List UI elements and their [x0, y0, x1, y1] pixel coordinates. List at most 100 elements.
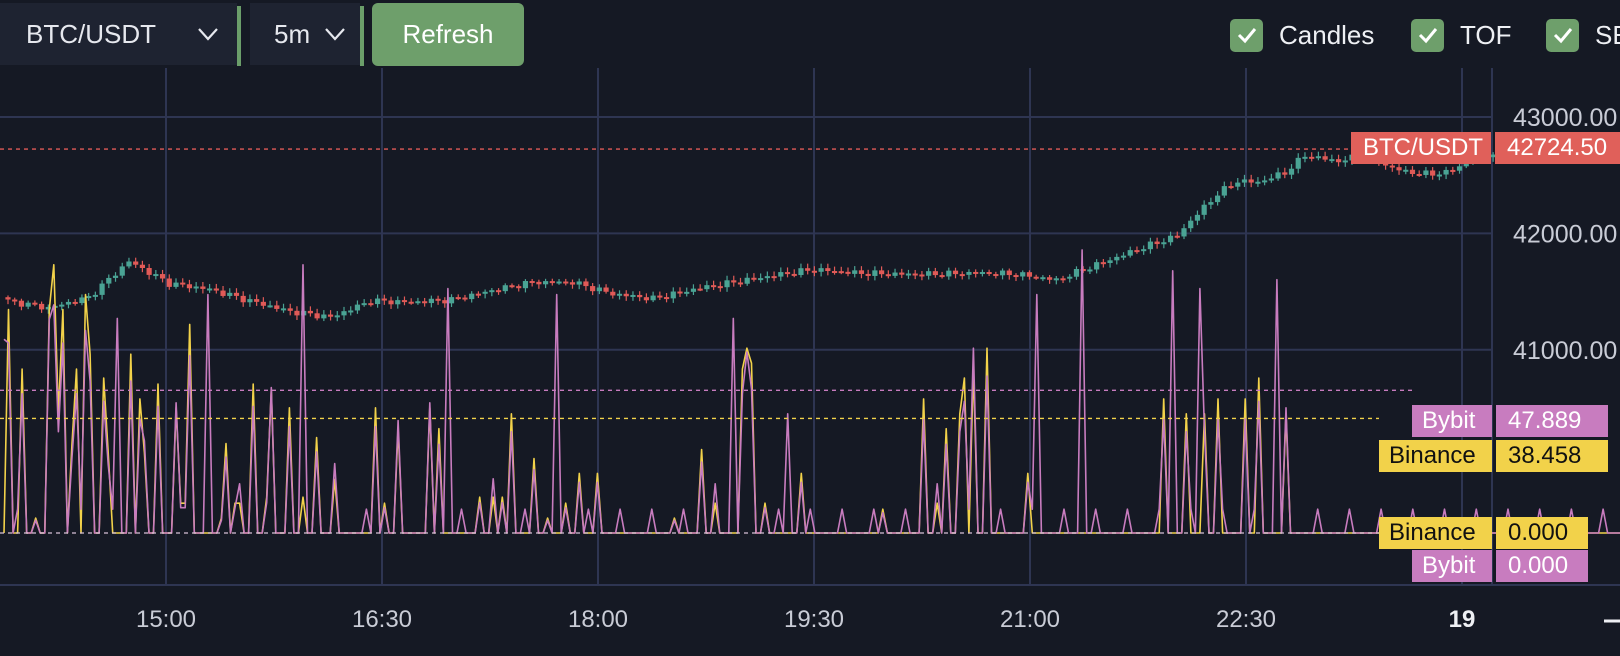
candle: [865, 269, 871, 281]
binance-bottom-tag-name: Binance: [1379, 517, 1492, 549]
candle-body: [321, 314, 327, 319]
candle: [314, 308, 320, 321]
candle-body: [932, 271, 938, 276]
candle-body: [1430, 170, 1436, 176]
candle-body: [1342, 160, 1348, 163]
candle: [45, 304, 51, 314]
candle: [1141, 245, 1147, 255]
check-icon: [1418, 28, 1437, 44]
x-tick-label: 21:00: [1000, 606, 1060, 633]
checkbox-tof[interactable]: [1411, 18, 1444, 52]
candle-body: [616, 293, 623, 296]
candle-body: [845, 271, 851, 274]
candle-body: [885, 274, 891, 277]
candle-body: [744, 277, 750, 284]
candle-body: [690, 288, 697, 292]
candle-body: [764, 276, 770, 279]
candle: [697, 284, 703, 292]
candle-body: [1396, 167, 1402, 171]
y-tick-label: 41000.00: [1513, 337, 1617, 365]
candle: [401, 296, 408, 306]
candle-body: [1443, 169, 1449, 175]
candle-body: [838, 271, 844, 274]
binance-top-tag: Binance 38.458: [1379, 440, 1608, 472]
candle-body: [1241, 179, 1248, 183]
candle: [1201, 200, 1207, 220]
candle: [1416, 170, 1422, 177]
candle-body: [1067, 276, 1073, 279]
candle: [207, 283, 213, 293]
candle-body: [1268, 178, 1274, 181]
candle: [12, 297, 18, 306]
candle-body: [72, 301, 78, 304]
candle-body: [348, 310, 354, 313]
candle-body: [1047, 277, 1053, 280]
candle: [637, 291, 643, 302]
candle-body: [1322, 156, 1328, 160]
bybit-top-tag-name: Bybit: [1412, 405, 1492, 437]
checkbox-candles[interactable]: [1230, 18, 1263, 52]
bybit-bottom-tag-name: Bybit: [1412, 550, 1492, 582]
candle-body: [536, 281, 542, 285]
x-tick-label: 18:00: [568, 606, 628, 633]
candle: [388, 296, 394, 309]
candle-body: [112, 275, 119, 278]
candle-body: [1262, 180, 1268, 183]
candle-body: [435, 298, 441, 301]
toggle-tof[interactable]: TOF: [1411, 18, 1512, 52]
candle-body: [133, 261, 139, 265]
candle-body: [1436, 174, 1442, 177]
candle: [1040, 275, 1046, 282]
candle: [690, 284, 697, 296]
candle: [1188, 216, 1194, 232]
candle-body: [1295, 157, 1301, 169]
x-tick-label: 22:30: [1216, 606, 1276, 633]
candle-body: [1463, 161, 1469, 167]
candle-body: [428, 298, 434, 304]
interval-select[interactable]: 5m: [250, 3, 360, 65]
candle: [267, 300, 273, 308]
toggle-se[interactable]: SE: [1546, 18, 1620, 52]
y-tick-label: 42000.00: [1513, 220, 1617, 248]
candle: [1033, 274, 1039, 280]
candle: [858, 266, 865, 279]
check-icon: [1237, 28, 1256, 44]
candle-body: [213, 288, 219, 291]
candle-body: [1154, 241, 1160, 245]
candle: [576, 278, 582, 290]
candle-body: [509, 285, 515, 288]
candle: [616, 290, 623, 300]
candle: [1094, 259, 1100, 274]
candle: [1047, 274, 1053, 284]
candle: [1208, 197, 1214, 210]
btc-price-tag-name: BTC/USDT: [1351, 132, 1491, 164]
candle: [946, 267, 952, 280]
candle-body: [630, 294, 636, 297]
candle: [395, 296, 401, 309]
candle-body: [186, 284, 193, 289]
candle: [590, 282, 596, 296]
candle: [1087, 266, 1093, 275]
candle: [435, 295, 441, 305]
candle: [240, 291, 246, 307]
candle: [233, 288, 240, 300]
candle-body: [583, 281, 589, 287]
candle-body: [973, 271, 979, 274]
candle-body: [852, 270, 858, 274]
candle-body: [1255, 181, 1261, 184]
candle-body: [1094, 262, 1100, 270]
candle: [119, 262, 125, 279]
candle-body: [294, 310, 300, 316]
candle: [1154, 237, 1160, 249]
candle: [885, 270, 891, 279]
refresh-button[interactable]: Refresh: [372, 3, 524, 66]
candle-body: [751, 277, 757, 280]
y-tick-label: 43000.00: [1513, 104, 1617, 132]
toggle-candles[interactable]: Candles: [1230, 18, 1374, 52]
candle: [126, 257, 132, 269]
symbol-select[interactable]: BTC/USDT: [0, 3, 237, 65]
candle-body: [314, 313, 320, 319]
candle-body: [254, 299, 260, 302]
checkbox-se[interactable]: [1546, 18, 1579, 52]
